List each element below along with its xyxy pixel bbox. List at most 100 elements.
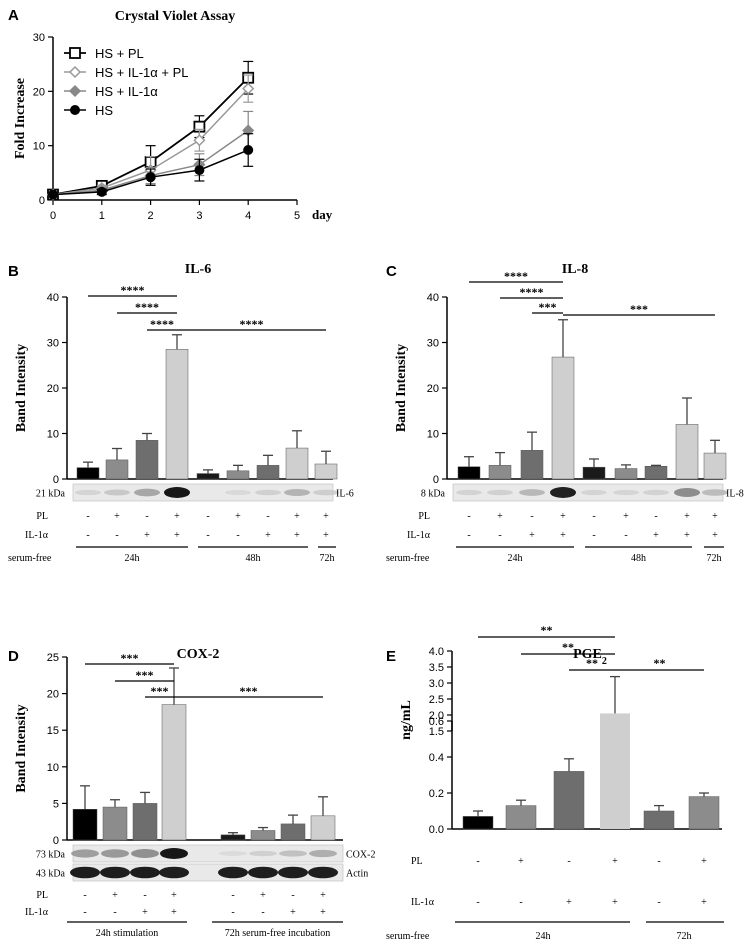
group-label: 72h — [677, 931, 692, 942]
y-tick-label: 30 — [427, 338, 439, 350]
x-tick-label: 5 — [294, 210, 300, 222]
legend-marker — [68, 84, 82, 98]
il1a-sign: - — [206, 530, 209, 541]
blot-band — [643, 489, 669, 496]
il1a-sign: + — [290, 907, 296, 918]
bar — [505, 805, 537, 830]
blot-band — [550, 487, 576, 498]
pl-sign: - — [592, 511, 595, 522]
bar — [76, 467, 100, 480]
y-tick-label: 20 — [47, 689, 59, 701]
il1a-sign: - — [86, 530, 89, 541]
data-point — [243, 145, 254, 156]
il1a-sign: + — [566, 897, 572, 908]
legend-entry: HS + IL-1α + PL — [95, 65, 189, 80]
chart-title: COX-2 — [177, 647, 220, 662]
bar — [643, 810, 675, 830]
chart-title: IL-6 — [185, 262, 211, 277]
bar — [457, 466, 481, 480]
band-label-actin: Actin — [346, 869, 368, 880]
bar — [135, 440, 159, 480]
pl-sign: + — [260, 890, 266, 901]
il1a-row-label: IL-1α — [411, 897, 435, 908]
pl-sign: + — [112, 890, 118, 901]
bar — [553, 771, 585, 830]
group-label: 24h stimulation — [96, 928, 159, 939]
group-label: 24h — [125, 553, 140, 564]
pl-sign: + — [114, 511, 120, 522]
blot-band — [613, 489, 639, 496]
significance-stars: *** — [151, 684, 169, 698]
title-subscript: 2 — [602, 656, 607, 667]
significance-stars: **** — [520, 285, 544, 299]
group-label: 72h serum-free incubation — [225, 928, 331, 939]
group-label: 72h — [707, 553, 722, 564]
pl-sign: - — [657, 856, 660, 867]
il1a-sign: + — [712, 530, 718, 541]
x-tick-label: 3 — [196, 210, 202, 222]
y-tick-label: 0 — [433, 474, 439, 486]
bar — [462, 816, 494, 830]
significance-stars: **** — [504, 269, 528, 283]
blot-band — [487, 489, 513, 496]
pl-sign: - — [476, 856, 479, 867]
il1a-sign: + — [265, 530, 271, 541]
il1a-sign: + — [294, 530, 300, 541]
y-tick-label: 0 — [53, 474, 59, 486]
legend-entry: HS + PL — [95, 46, 144, 61]
pl-sign: - — [654, 511, 657, 522]
pl-sign: + — [684, 511, 690, 522]
pl-row-label: PL — [36, 890, 48, 901]
pl-sign: + — [174, 511, 180, 522]
bar — [644, 466, 668, 480]
blot-band — [75, 489, 101, 496]
il1a-sign: + — [144, 530, 150, 541]
y-tick-label: 0 — [39, 195, 45, 207]
blot-band — [255, 489, 281, 496]
y-tick-label: 0.6 — [429, 716, 444, 728]
bar — [614, 468, 638, 480]
bar — [703, 452, 727, 480]
pl-row-label: PL — [36, 511, 48, 522]
bar — [520, 450, 544, 480]
significance-stars: ** — [586, 656, 598, 670]
kda-label: 8 kDa — [421, 489, 446, 500]
y-tick-label: 1.5 — [429, 726, 444, 738]
bar-upper — [600, 713, 630, 731]
blot-band — [309, 849, 337, 858]
bar — [582, 466, 606, 480]
il1a-sign: - — [476, 897, 479, 908]
blot-band — [225, 489, 251, 496]
il1a-sign: + — [171, 907, 177, 918]
x-tick-label: 0 — [50, 210, 56, 222]
bar — [132, 803, 158, 841]
data-point — [194, 165, 205, 176]
blot-band — [456, 489, 482, 496]
y-tick-label: 20 — [47, 383, 59, 395]
bar — [196, 473, 220, 480]
chart-title: Crystal Violet Assay — [115, 9, 236, 24]
kda-label-actin: 43 kDa — [36, 869, 66, 880]
panel-letter-d: D — [8, 648, 19, 665]
significance-stars: **** — [121, 283, 145, 297]
pl-sign: - — [266, 511, 269, 522]
data-point — [145, 172, 156, 183]
pl-sign: + — [612, 856, 618, 867]
pl-sign: - — [143, 890, 146, 901]
y-tick-label: 30 — [47, 338, 59, 350]
actin-band — [130, 866, 160, 879]
y-tick-label: 10 — [47, 762, 59, 774]
y-tick-label: 4.0 — [429, 646, 444, 658]
significance-stars: **** — [150, 317, 174, 331]
panel-letter-c: C — [386, 263, 397, 280]
panel-letter-e: E — [386, 648, 396, 665]
il1a-sign: - — [624, 530, 627, 541]
il1a-sign: + — [174, 530, 180, 541]
il1a-sign: - — [231, 907, 234, 918]
il1a-sign: + — [142, 907, 148, 918]
bar — [250, 830, 276, 841]
significance-stars: *** — [240, 684, 258, 698]
pl-sign: - — [86, 511, 89, 522]
x-axis-label: day — [312, 207, 333, 222]
